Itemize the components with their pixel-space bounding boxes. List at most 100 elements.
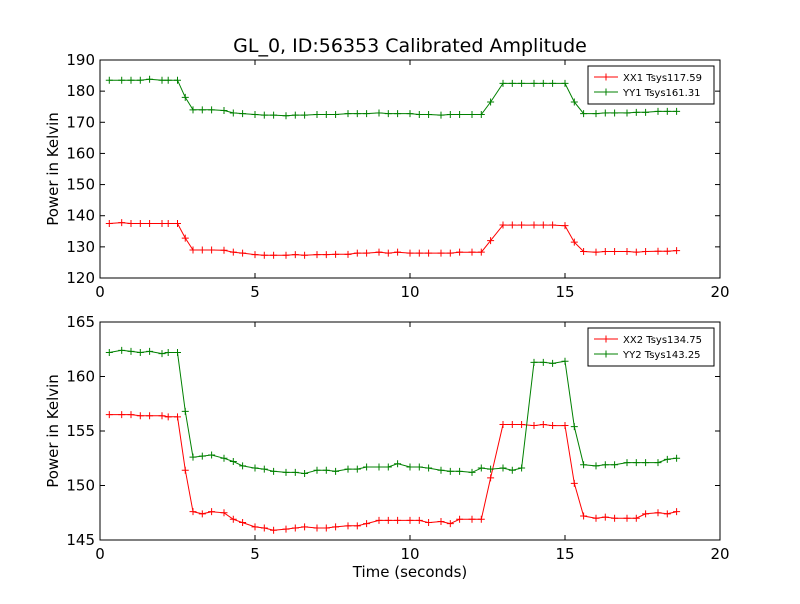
top-series-0-point xyxy=(499,221,507,229)
top-series-1-point xyxy=(270,111,278,119)
bottom-series-1-point xyxy=(181,407,189,415)
top-series-1-point xyxy=(239,110,247,118)
top-series-0-point xyxy=(437,249,445,257)
bottom-series-0-point xyxy=(468,515,476,523)
bottom-series-1-point xyxy=(425,464,433,472)
bottom-series-1-point xyxy=(127,347,135,355)
chart-title: GL_0, ID:56353 Calibrated Amplitude xyxy=(233,35,587,57)
top-plot-panel: 0 5 10 15 20 120 130 140 150 160 170 180 190 XX1 Tsys… xyxy=(66,51,729,301)
bottom-series-1-point xyxy=(642,459,650,467)
bottom-series-0-point xyxy=(518,420,526,428)
top-series-0-point xyxy=(251,251,259,259)
top-legend-marker-0 xyxy=(602,73,610,81)
bottom-series-0-point xyxy=(487,474,495,482)
bottom-legend: XX2 Tsys134.75 YY2 Tsys143.25 xyxy=(587,327,715,367)
top-series-1-point xyxy=(322,111,330,118)
top-series-1-point xyxy=(406,110,414,118)
top-series-1-point xyxy=(663,107,671,115)
top-series-1-point xyxy=(561,79,569,87)
top-series-0-point xyxy=(539,221,547,229)
bottom-x-tick-label: 5 xyxy=(250,545,260,563)
top-y-tick-label: 170 xyxy=(66,113,95,131)
bottom-series-1-point xyxy=(105,349,113,357)
top-series-0-point xyxy=(632,248,640,256)
top-legend: XX1 Tsys117.59 YY1 Tsys161.31 xyxy=(587,65,715,105)
bottom-x-tick-label: 20 xyxy=(710,545,729,563)
top-series-0-point xyxy=(313,251,321,259)
top-series-1-point xyxy=(642,108,650,116)
top-series-1-point xyxy=(282,112,290,120)
top-series-0-point xyxy=(623,248,631,256)
top-series-1-point xyxy=(384,110,392,118)
x-axis-label: Time (seconds) xyxy=(352,563,468,581)
top-series-1-point xyxy=(220,106,228,114)
bottom-series-1-point xyxy=(189,453,197,461)
bottom-series-0-point xyxy=(673,508,681,516)
top-series-0-point xyxy=(611,248,619,256)
top-series-0-point xyxy=(601,248,609,256)
top-series-1-point xyxy=(601,109,609,117)
bottom-x-tick-label: 0 xyxy=(95,545,105,563)
top-series-1-point xyxy=(570,98,578,106)
top-series-1-point xyxy=(363,110,371,118)
bottom-series-0-point xyxy=(229,515,237,523)
top-series-0-point xyxy=(654,247,662,255)
top-series-1-point xyxy=(487,98,495,106)
top-series-1-point xyxy=(174,76,181,84)
bottom-series-0-point xyxy=(270,526,278,534)
bottom-series-1-point xyxy=(239,462,247,470)
bottom-x-tick-label: 15 xyxy=(555,545,574,563)
top-series-1-point xyxy=(518,79,526,87)
top-series-1-point xyxy=(539,79,547,87)
top-series-0-point xyxy=(282,251,290,259)
top-series-0-point xyxy=(322,251,330,259)
top-x-tick-label: 10 xyxy=(400,283,419,301)
bottom-series-1-point xyxy=(518,464,526,472)
top-series-0-point xyxy=(446,249,454,257)
bottom-series-0-point xyxy=(220,509,228,517)
bottom-y-tick-label: 160 xyxy=(66,368,95,386)
top-series-0-point xyxy=(592,248,600,256)
bottom-series-0-point xyxy=(632,514,640,522)
top-series-0-point xyxy=(198,246,206,254)
top-series-0-point xyxy=(189,246,197,254)
bottom-series-1-point xyxy=(446,467,454,475)
top-series-0-point xyxy=(477,248,485,256)
top-series-0-point xyxy=(663,247,671,255)
bottom-series-1-point xyxy=(437,466,445,474)
bottom-series-1-point xyxy=(601,461,609,469)
bottom-legend-label-0: XX2 Tsys134.75 xyxy=(623,335,702,346)
top-legend-label-1: YY1 Tsys161.31 xyxy=(622,88,701,99)
bottom-series-1-point xyxy=(220,454,228,462)
bottom-series-1-point xyxy=(344,465,352,473)
top-series-0-point xyxy=(220,246,228,254)
top-series-0-point xyxy=(118,219,126,227)
bottom-y-tick-label: 145 xyxy=(66,531,95,549)
bottom-series-1-point xyxy=(508,466,516,474)
bottom-series-1-point xyxy=(198,452,206,460)
bottom-series-0-point xyxy=(105,411,113,419)
top-x-tick-label: 5 xyxy=(250,283,260,301)
bottom-series-0-point xyxy=(601,513,609,521)
top-series-0-point xyxy=(291,251,299,259)
bottom-series-0-point xyxy=(499,420,507,428)
top-series-1-point xyxy=(208,106,216,114)
top-series-1-point xyxy=(592,110,600,118)
top-series-0-point xyxy=(270,251,278,259)
bottom-series-0-point xyxy=(158,412,166,420)
bottom-series-1-point xyxy=(164,349,172,357)
bottom-series-0-point xyxy=(332,523,340,531)
top-series-0-point xyxy=(239,249,247,257)
bottom-series-0-point xyxy=(174,413,181,421)
bottom-legend-label-1: YY2 Tsys143.25 xyxy=(622,350,701,361)
top-y-axis-label: Power in Kelvin xyxy=(44,112,62,226)
bottom-series-0-point xyxy=(663,510,671,518)
top-series-0-point xyxy=(301,251,309,259)
top-series-1-point xyxy=(468,111,476,118)
top-series-0-point xyxy=(146,220,154,227)
top-series-1-point xyxy=(313,111,321,118)
bottom-series-1-point xyxy=(353,465,361,473)
top-series-1-point xyxy=(673,107,681,115)
top-series-0-point xyxy=(208,246,216,254)
bottom-y-tick-label: 165 xyxy=(66,313,95,331)
